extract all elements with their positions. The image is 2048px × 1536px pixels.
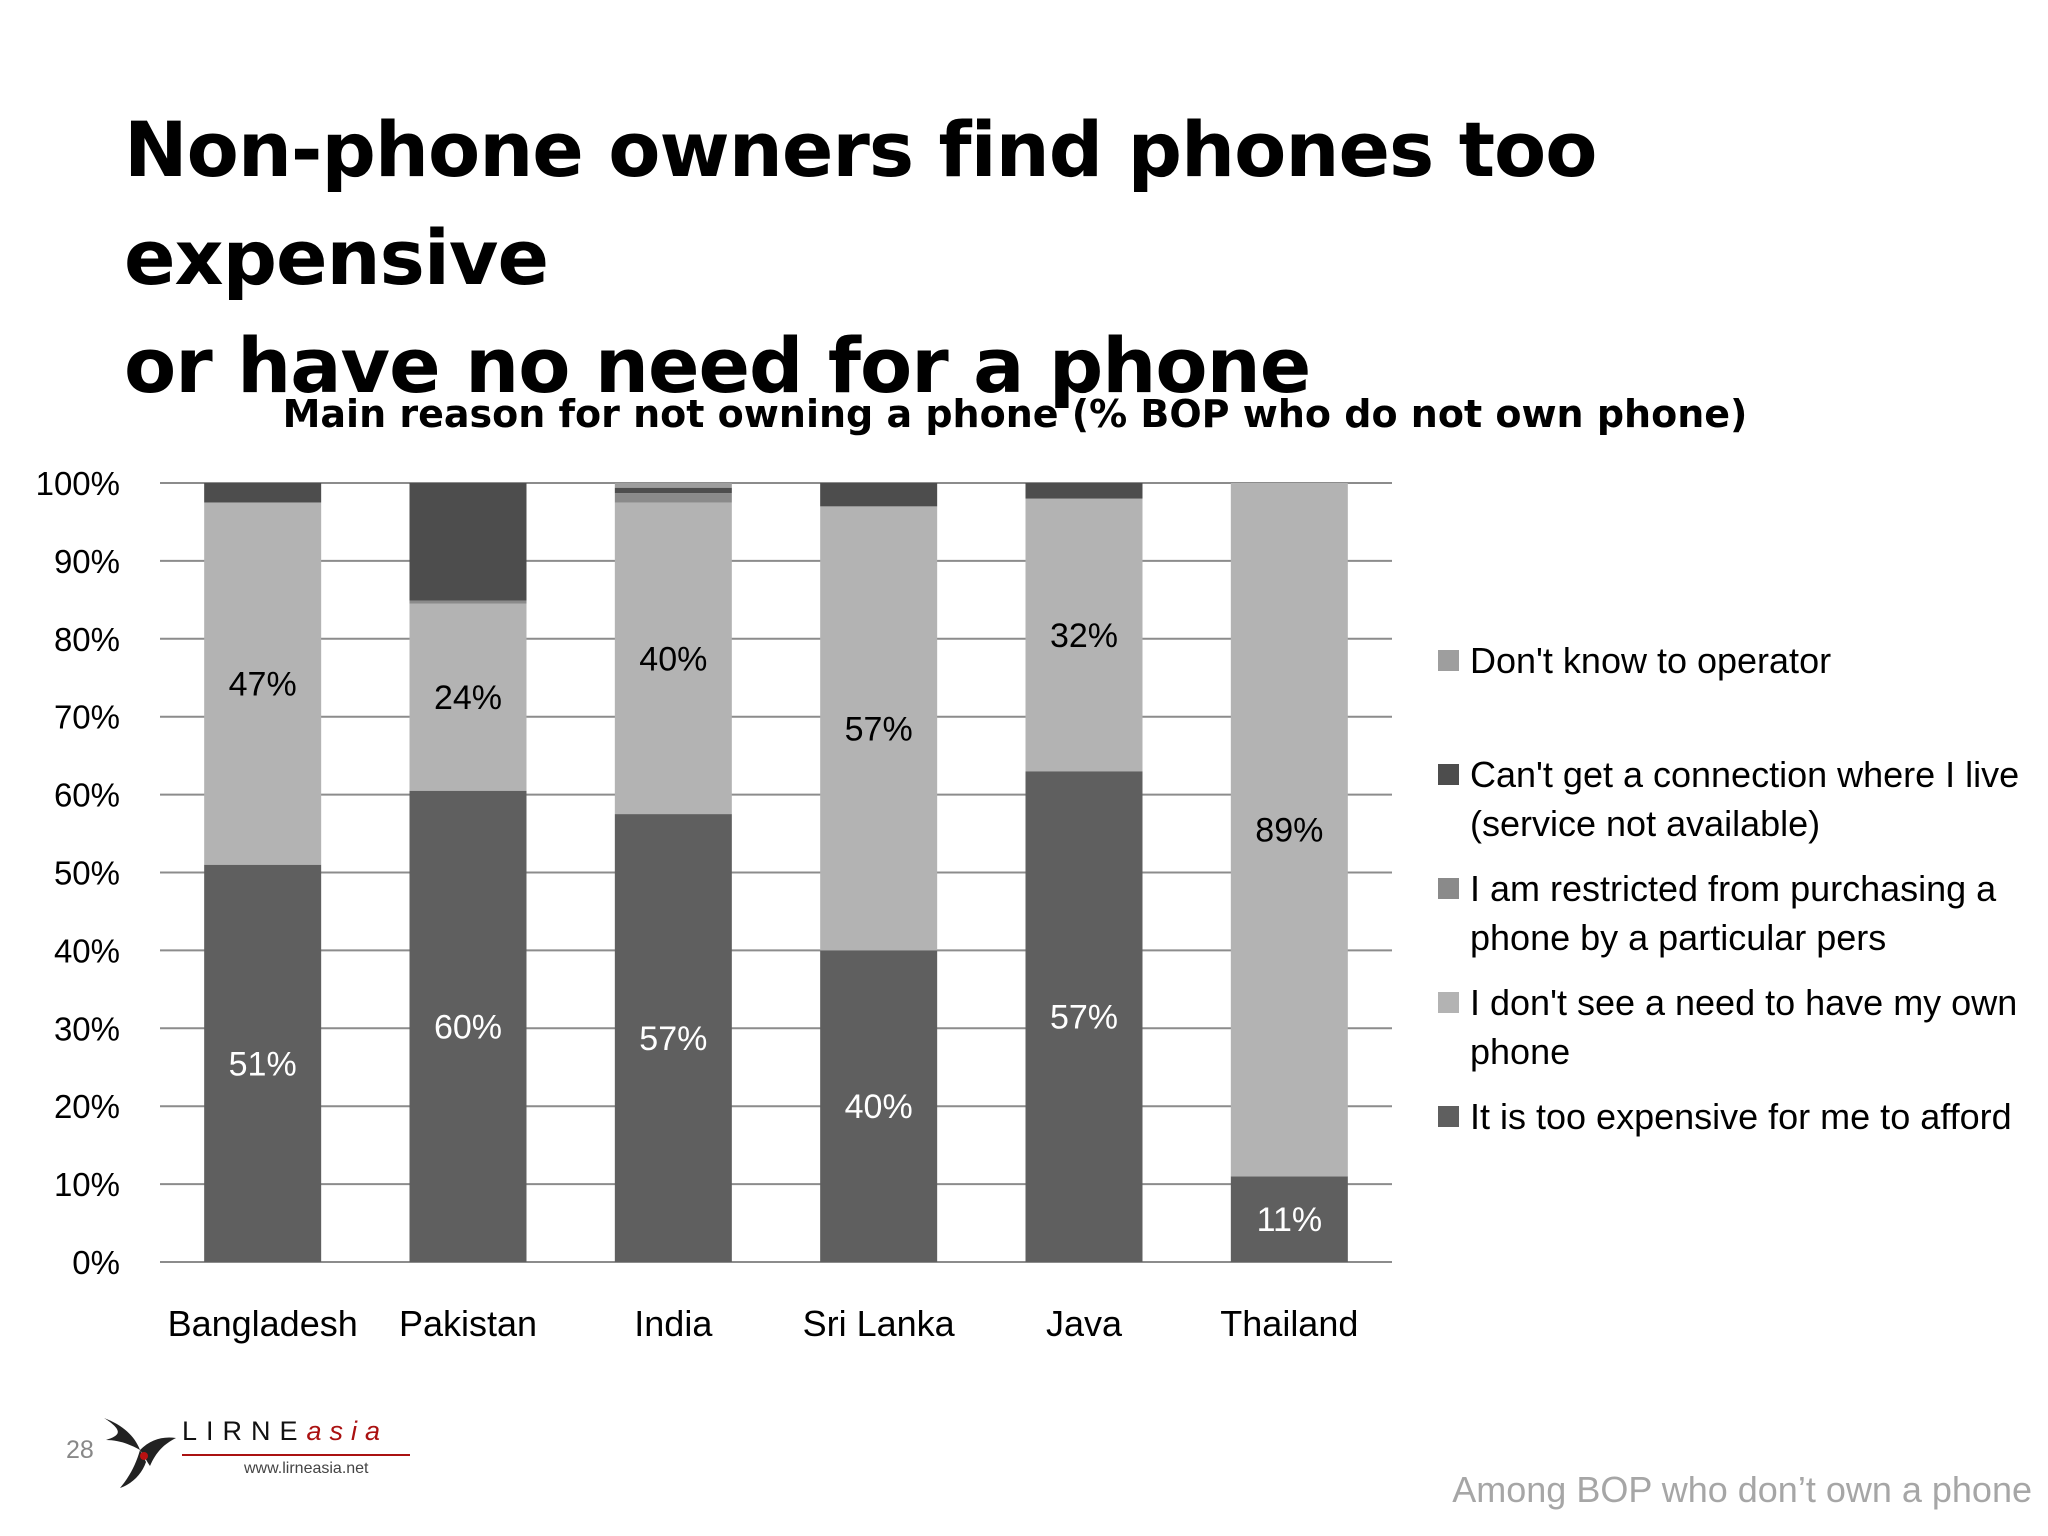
- legend-label: I don't see a need to have my own phone: [1470, 982, 2018, 1072]
- data-label: 57%: [845, 710, 913, 748]
- legend-label: I am restricted from purchasing a phone …: [1470, 868, 1997, 958]
- y-tick-label: 10%: [54, 1166, 120, 1203]
- data-label: 51%: [229, 1045, 297, 1083]
- data-label: 40%: [639, 640, 707, 678]
- stacked-bar-chart: Main reason for not owning a phone (% BO…: [36, 392, 1748, 1344]
- y-tick-label: 40%: [54, 932, 120, 969]
- bird-logo-icon: [104, 1418, 176, 1488]
- data-label: 57%: [639, 1020, 707, 1058]
- logo-wordmark: LIRNEasia: [182, 1416, 388, 1447]
- bars: [204, 483, 1348, 1262]
- x-tick-label: Bangladesh: [168, 1303, 358, 1344]
- legend-swatch: [1438, 764, 1459, 785]
- x-axis-tick-labels: Bangladesh Pakistan India Sri Lanka Java Thai…: [168, 1303, 1359, 1344]
- logo-word-main: LIRNE: [182, 1416, 307, 1446]
- bar-segment: [614, 487, 732, 494]
- bar-segment: [204, 483, 322, 503]
- y-tick-label: 70%: [54, 699, 120, 736]
- x-tick-label: Thailand: [1220, 1303, 1358, 1344]
- bar-segment: [614, 502, 732, 815]
- logo-word-accent: asia: [306, 1416, 389, 1446]
- data-label: 40%: [845, 1088, 913, 1126]
- footnote: Among BOP who don’t own a phone: [1452, 1469, 2032, 1510]
- bar-segment: [1025, 483, 1143, 499]
- chart-title: Main reason for not owning a phone (% BO…: [283, 392, 1748, 436]
- x-tick-label: Sri Lanka: [803, 1303, 956, 1344]
- bar-segment: [204, 502, 322, 865]
- data-label: 60%: [434, 1008, 502, 1046]
- y-tick-label: 50%: [54, 855, 120, 892]
- x-tick-label: India: [634, 1303, 713, 1344]
- gridlines: [160, 482, 1392, 1263]
- data-labels: 51% 47% 60% 24% 57% 40% 40% 57% 57% 32% 11% 89%: [229, 617, 1324, 1239]
- x-tick-label: Java: [1046, 1303, 1123, 1344]
- legend-swatch: [1438, 650, 1459, 671]
- legend-label: Don't know to operator: [1470, 640, 1832, 681]
- data-label: 57%: [1050, 999, 1118, 1037]
- bar-segment: [820, 950, 938, 1262]
- bar-segment: [1025, 771, 1143, 1262]
- bar-segment: [409, 483, 527, 601]
- y-tick-label: 100%: [36, 465, 120, 502]
- bar-segment: [820, 483, 938, 507]
- lirneasia-logo: LIRNEasia www.lirneasia.net: [100, 1410, 410, 1492]
- bar-segment: [1025, 498, 1143, 772]
- y-axis-tick-labels: 0% 10% 20% 30% 40% 50% 60% 70% 80% 90% 100%: [36, 465, 120, 1281]
- y-tick-label: 20%: [54, 1088, 120, 1125]
- legend-swatch: [1438, 878, 1459, 899]
- legend-swatch: [1438, 992, 1459, 1013]
- data-label: 24%: [434, 679, 502, 717]
- y-tick-label: 0%: [72, 1244, 120, 1281]
- bar-segment: [614, 493, 732, 503]
- bar-segment: [409, 600, 527, 604]
- logo-url: www.lirneasia.net: [244, 1460, 369, 1477]
- data-label: 89%: [1255, 812, 1323, 850]
- legend-label: Can't get a connection where I live (ser…: [1470, 754, 2020, 844]
- x-tick-label: Pakistan: [399, 1303, 537, 1344]
- y-tick-label: 90%: [54, 543, 120, 580]
- bar-segment: [820, 506, 938, 951]
- page-number: 28: [66, 1436, 94, 1464]
- slide-title-line-2: or have no need for a phone: [124, 321, 1311, 410]
- data-label: 32%: [1050, 617, 1118, 655]
- y-tick-label: 60%: [54, 777, 120, 814]
- y-tick-label: 30%: [54, 1010, 120, 1047]
- logo-underline: [182, 1454, 410, 1456]
- legend-swatch: [1438, 1106, 1459, 1127]
- bar-segment: [409, 603, 527, 791]
- legend-label: It is too expensive for me to afford: [1470, 1096, 2012, 1137]
- data-label: 11%: [1257, 1201, 1323, 1239]
- bar-segment: [614, 483, 732, 488]
- bar-segment: [204, 864, 322, 1262]
- data-label: 47%: [229, 666, 297, 704]
- slide-title-line-1: Non-phone owners find phones too expensi…: [124, 105, 1597, 302]
- bar-segment: [614, 814, 732, 1262]
- bar-segment: [409, 790, 527, 1262]
- bar-segment: [1230, 1176, 1348, 1262]
- bar-segment: [1230, 483, 1348, 1177]
- y-tick-label: 80%: [54, 621, 120, 658]
- slide-title: Non-phone owners find phones too expensi…: [124, 96, 1924, 420]
